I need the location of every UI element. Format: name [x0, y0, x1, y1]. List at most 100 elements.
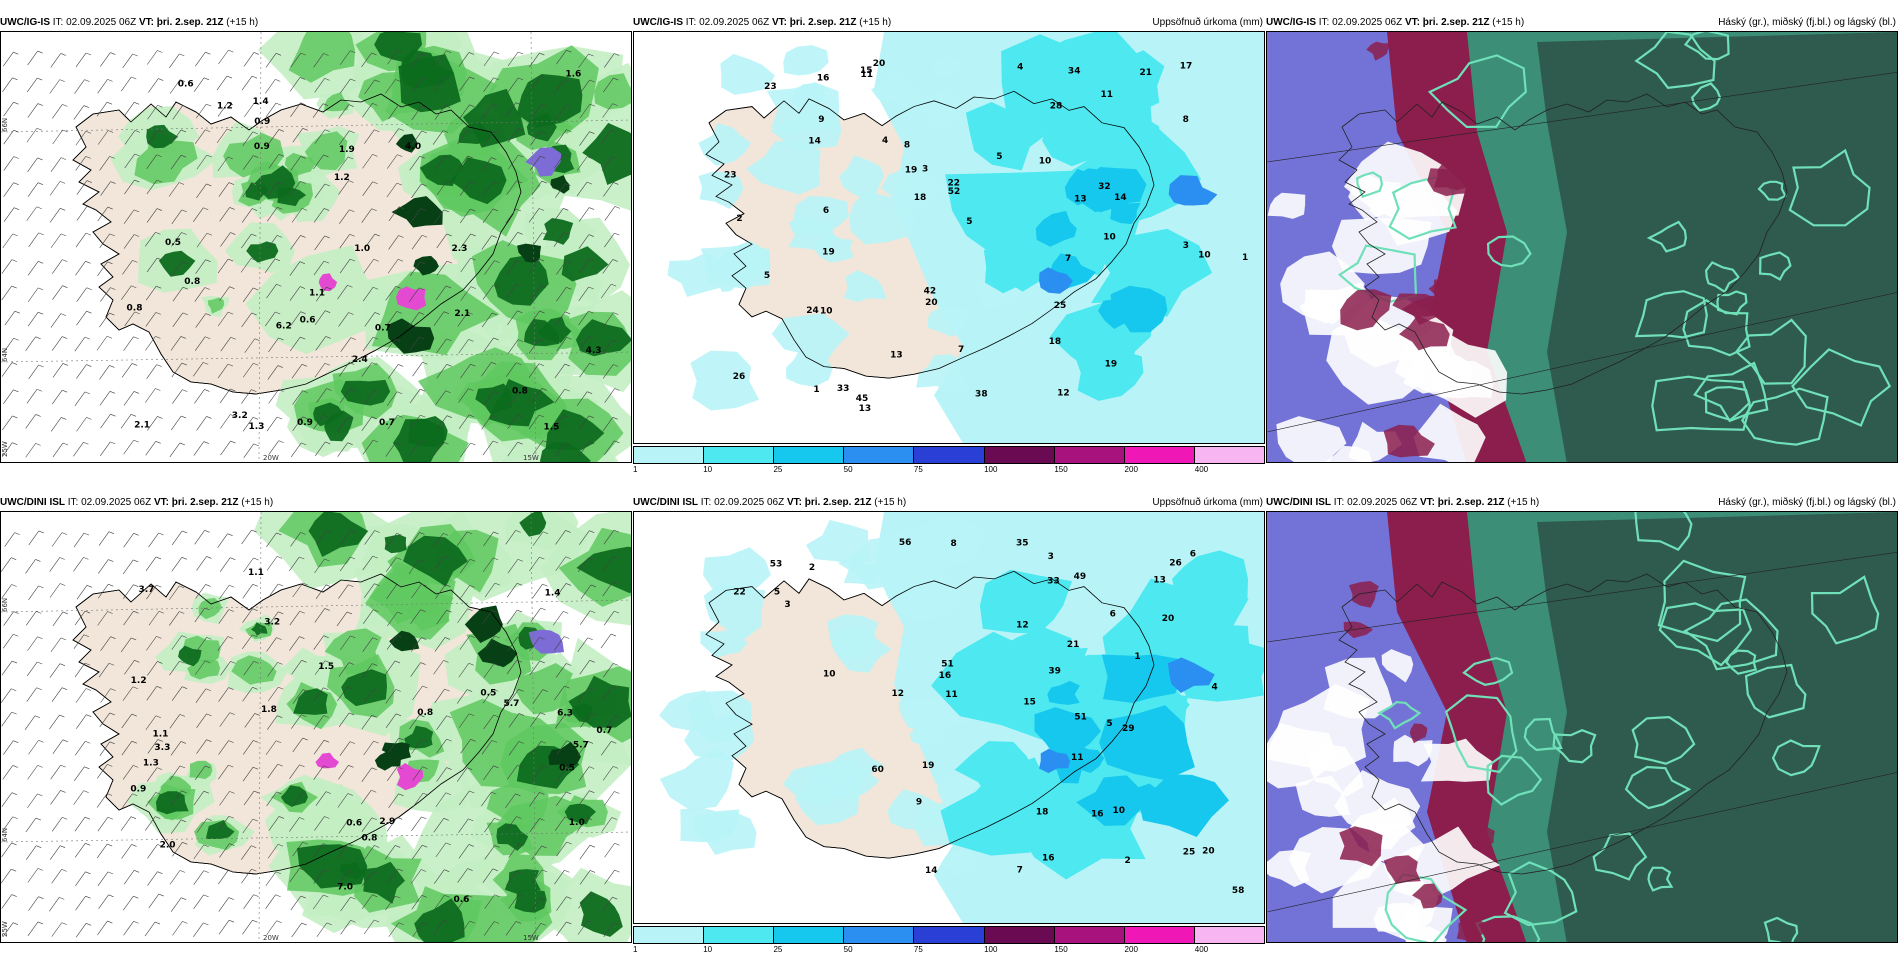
wind-barb — [3, 207, 20, 222]
wind-barb — [482, 557, 499, 573]
axis-label: 66N — [1, 598, 9, 612]
wind-barb — [459, 585, 475, 600]
wind-barb — [602, 581, 618, 597]
map-frame[interactable]: 66N 64N 25W 20W 15W 0.8 5.7 1.1 0.7 0.5 1.0 0.6 0.9 3… — [0, 511, 632, 943]
wind-barb — [96, 843, 113, 859]
wind-barb — [123, 234, 140, 249]
cloud-contour — [1475, 915, 1541, 942]
wind-barb — [506, 871, 522, 886]
rain-value-label: 1.0 — [354, 244, 370, 254]
precip-heavy-area — [384, 534, 407, 554]
cloud-contour — [1486, 754, 1543, 806]
wind-barb — [579, 610, 596, 625]
precip-class-1 — [782, 765, 858, 807]
wind-barb — [52, 104, 68, 119]
wind-barb — [411, 234, 428, 250]
high-cloud-patch — [1392, 293, 1442, 317]
wind-barb — [314, 78, 330, 93]
precip-mid-area — [284, 152, 316, 178]
wind-barb — [194, 389, 210, 404]
colorbar-segment — [634, 927, 705, 943]
rain-value-label: 3.3 — [154, 743, 170, 753]
wind-barb — [411, 183, 427, 199]
wind-barb — [314, 558, 330, 574]
cloud-contour — [1444, 694, 1518, 774]
wind-barb — [292, 390, 308, 405]
wind-barb — [579, 362, 595, 378]
wind-barb — [553, 79, 570, 94]
map-frame[interactable] — [1266, 31, 1898, 463]
wind-barb — [459, 920, 475, 936]
longitude-line — [258, 32, 262, 462]
precip-mid-area — [231, 655, 277, 685]
wind-barb — [339, 50, 356, 65]
wind-barb — [148, 532, 164, 548]
wind-barb — [360, 789, 377, 805]
precip-very-heavy-area — [548, 741, 581, 769]
rain-value-label: 1.3 — [143, 759, 159, 769]
wind-barb — [386, 817, 403, 832]
wind-barb — [169, 53, 185, 69]
precip-value-label: 4 — [1211, 683, 1217, 693]
map-frame[interactable] — [1266, 511, 1898, 943]
wind-barb — [2, 415, 18, 431]
wind-barb — [388, 737, 404, 753]
wind-barb — [576, 156, 593, 171]
rain-value-label: 0.8 — [361, 834, 377, 844]
wind-barb — [387, 364, 404, 379]
precip-very-heavy-area — [413, 255, 439, 276]
wind-barb — [316, 530, 332, 545]
precip-value-label: 33 — [837, 384, 850, 394]
wind-barb — [457, 312, 473, 327]
wind-barb — [99, 741, 115, 756]
wind-barb — [484, 845, 500, 860]
precip-value-label: 16 — [939, 671, 952, 681]
wind-barb — [361, 767, 377, 782]
panel-header: UWC/DINI ISL IT: 02.09.2025 06Z VT: þri.… — [1266, 494, 1539, 511]
precip-class-1 — [659, 690, 723, 732]
wind-barb — [363, 609, 379, 624]
wind-barb — [27, 765, 43, 780]
wind-barb — [243, 155, 259, 170]
wind-barb — [123, 209, 140, 225]
wind-barb — [459, 208, 476, 224]
wind-barb — [388, 104, 404, 120]
cloud-contour — [1657, 559, 1747, 643]
precip-layer: 1435121613651720231115814710131019182122… — [634, 32, 1264, 443]
wind-barb — [171, 530, 188, 546]
wind-barb — [25, 845, 42, 860]
wind-barb — [27, 921, 44, 937]
wind-barb — [289, 556, 305, 572]
wind-barb — [50, 53, 66, 68]
map-frame[interactable]: 2 4 3 5 6 8 10 11 16 14 12 19 22 29 49 51 53 33 20 39 35 26 16… — [633, 511, 1265, 924]
wind-barb — [195, 313, 211, 328]
wind-barb — [364, 583, 380, 598]
wind-barb — [314, 129, 331, 144]
wind-barb — [266, 556, 283, 571]
wind-barb — [218, 815, 235, 831]
precip-class-1 — [927, 307, 967, 337]
map-frame[interactable]: 1 4 3 5 12 16 13 6 5 17 20 23 11 15 8 14 7 10 13 10 19 18 21 22… — [633, 31, 1265, 444]
wind-barb — [460, 739, 476, 754]
wind-barb — [433, 76, 450, 92]
wind-barb — [578, 310, 594, 326]
wind-barb — [506, 816, 522, 831]
precip-class-50 — [1168, 657, 1215, 693]
wind-barb — [386, 584, 402, 599]
wind-barb — [146, 636, 162, 651]
wind-barb — [459, 790, 475, 806]
wind-barb — [553, 232, 570, 247]
wind-barb — [337, 417, 353, 432]
it-value: 02.09.2025 06Z — [1347, 497, 1418, 508]
precip-value-label: 14 — [925, 866, 938, 876]
precip-very-heavy-area — [517, 243, 542, 263]
precip-value-label: 42 — [924, 287, 937, 297]
map-frame[interactable]: 66N 64N 25W 20W 15W 0.6 0.9 1.2 0.7 0.5 0.8 1.0 3.2 4… — [0, 31, 632, 463]
wind-barb — [578, 893, 594, 909]
colorbar-segment — [774, 447, 845, 463]
rain-map: 66N 64N 25W 20W 15W 0.8 5.7 1.1 0.7 0.5 1.0 0.6 0.9 3… — [1, 512, 631, 942]
wind-barb — [243, 894, 259, 909]
wind-barb — [147, 739, 163, 754]
precip-value-label: 14 — [1114, 193, 1127, 203]
wind-barb — [50, 313, 67, 328]
